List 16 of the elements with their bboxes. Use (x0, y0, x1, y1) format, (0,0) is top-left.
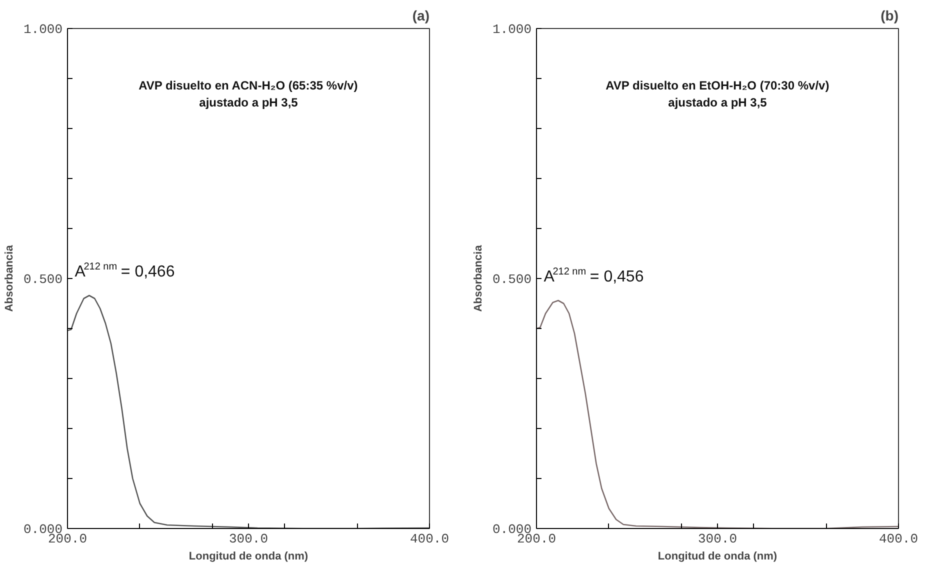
y-tick-label: 0.500 (492, 272, 532, 287)
x-tick-label: 400.0 (410, 532, 450, 546)
x-axis-title: Longitud de onda (nm) (188, 550, 308, 562)
y-tick-label: 0.500 (23, 272, 63, 287)
x-tick-label: 300.0 (698, 532, 738, 546)
y-axis-title: Absorbancia (472, 244, 484, 312)
x-tick-label: 400.0 (878, 532, 918, 546)
y-tick-label: 1.000 (23, 22, 63, 37)
y-tick-label: 1.000 (492, 22, 532, 37)
y-axis-title: Absorbancia (3, 244, 16, 312)
chart-title: (a) (412, 8, 430, 24)
chart-title: (b) (880, 8, 899, 24)
x-tick-label: 300.0 (228, 532, 268, 546)
x-axis-title: Longitud de onda (nm) (658, 550, 778, 562)
annotation: AVP disuelto en ACN-H₂O (65:35 %v/v) ajustado a pH 3,5 (138, 78, 358, 110)
annotation: AVP disuelto en EtOH-H₂O (70:30 %v/v) ajustado a pH 3,5 (606, 78, 830, 110)
